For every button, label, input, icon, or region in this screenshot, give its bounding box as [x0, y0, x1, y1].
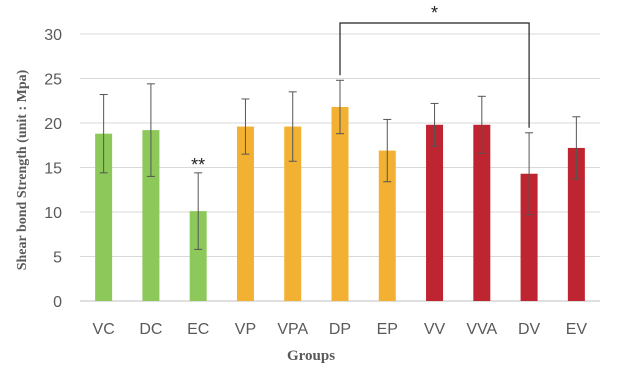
significance-bracket	[339, 22, 530, 128]
bar-ev	[567, 147, 585, 301]
x-tick-label: VV	[424, 321, 446, 338]
x-tick-label: VVA	[466, 321, 497, 338]
y-tick-label: 15	[44, 161, 62, 178]
significance-marker: *	[431, 3, 438, 23]
error-bar-dc	[146, 83, 155, 177]
x-tick-label: VP	[235, 321, 256, 338]
y-tick-label: 25	[44, 72, 62, 89]
x-tick-label: EC	[187, 321, 209, 338]
bars	[95, 106, 585, 301]
error-bar-vpa	[288, 91, 297, 162]
bar-vc	[95, 133, 113, 301]
bar-vva	[473, 124, 491, 301]
y-tick-label: 5	[53, 250, 62, 267]
y-tick-label: 20	[44, 116, 62, 133]
bar-dp	[331, 106, 349, 301]
error-bar-dv	[525, 132, 534, 216]
error-bar-ec	[194, 172, 203, 250]
x-tick-label: DP	[329, 321, 351, 338]
x-tick-label: VC	[93, 321, 115, 338]
error-bar-ev	[572, 116, 581, 180]
error-bar-vv	[430, 102, 439, 147]
error-bar-dp	[336, 79, 344, 135]
y-axis-title: Shear bond Strength (unit : Mpa)	[15, 69, 30, 270]
error-bar-vp	[241, 98, 250, 155]
x-tick-label: VPA	[277, 321, 308, 338]
bar-dc	[142, 130, 160, 301]
error-bar-vva	[477, 95, 486, 154]
error-bar-vc	[99, 94, 108, 174]
bar-vpa	[284, 126, 302, 301]
x-tick-label: DV	[518, 321, 541, 338]
bar-vv	[426, 124, 444, 301]
y-tick-label: 30	[44, 27, 62, 44]
bar-ec	[189, 211, 207, 301]
y-tick-label: 0	[53, 294, 62, 311]
x-axis-title: Groups	[287, 348, 335, 364]
x-tick-labels: VC DC EC VP VPA DP EP VV VVA DV EV	[93, 321, 588, 338]
bar-ep	[378, 150, 396, 301]
x-tick-label: EV	[566, 321, 588, 338]
error-bars	[99, 79, 581, 250]
bar-vp	[236, 126, 254, 301]
y-tick-labels: 0 5 10 15 20 25 30	[44, 27, 62, 311]
x-tick-label: DC	[139, 321, 162, 338]
significance-marker: **	[191, 155, 205, 175]
significance-annotations: ***	[191, 3, 530, 175]
bar-dv	[520, 173, 538, 301]
error-bar-ep	[383, 118, 392, 183]
y-tick-label: 10	[44, 205, 62, 222]
x-tick-label: EP	[377, 321, 398, 338]
